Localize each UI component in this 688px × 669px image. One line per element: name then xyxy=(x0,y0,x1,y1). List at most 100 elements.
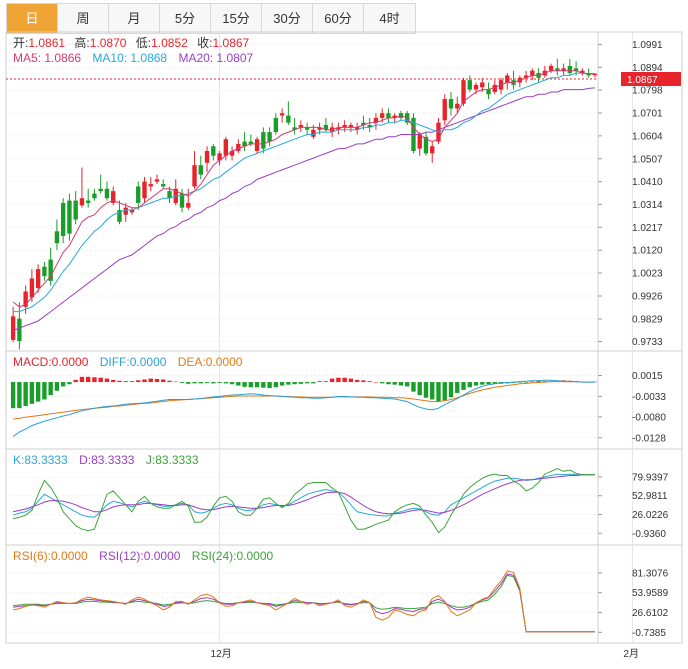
candle-body xyxy=(442,99,447,121)
ma20-value: 1.0807 xyxy=(216,51,253,65)
y-tick-label: -0.9360 xyxy=(632,529,666,540)
macd-bar xyxy=(286,382,291,385)
x-tick-label: 2月 xyxy=(623,648,639,660)
y-tick-label: 1.0604 xyxy=(632,131,663,142)
candle-body xyxy=(367,125,372,128)
tab-1[interactable]: 日 xyxy=(7,4,58,33)
macd-bar xyxy=(442,382,447,401)
d-line xyxy=(12,474,595,515)
candle-body xyxy=(117,210,122,222)
macd-bar xyxy=(111,379,116,383)
last-price-tag-text: 1.0867 xyxy=(627,75,658,86)
candle-body xyxy=(79,198,85,206)
dea-line xyxy=(13,381,595,420)
macd-bar xyxy=(186,382,191,384)
candle-body xyxy=(555,68,560,71)
candle-body xyxy=(373,117,379,123)
candle-body xyxy=(148,184,153,187)
y-tick-label: 1.0701 xyxy=(632,108,663,119)
macd-bar xyxy=(23,382,28,406)
macd-bar xyxy=(329,378,335,383)
macd-bar xyxy=(198,382,203,384)
macd-bar xyxy=(242,382,247,387)
candle-body xyxy=(186,202,191,208)
tab-4[interactable]: 5分 xyxy=(160,4,211,33)
candle-body xyxy=(492,84,497,92)
candle-body xyxy=(104,188,110,199)
candle-body xyxy=(154,179,160,182)
tab-7[interactable]: 60分 xyxy=(313,4,364,33)
y-tick-label: 0.9926 xyxy=(632,291,663,302)
low-value: 1.0852 xyxy=(151,36,188,50)
candle-body xyxy=(23,291,28,307)
macd-bar xyxy=(292,382,297,385)
macd-bar xyxy=(173,381,178,383)
dea-value: 0.0000 xyxy=(206,355,243,369)
candle-body xyxy=(17,318,22,342)
macd-bar xyxy=(430,382,435,400)
rsi24-value: 0.0000 xyxy=(236,549,273,563)
macd-bar xyxy=(436,382,441,402)
candle-body xyxy=(198,165,203,175)
candle-body xyxy=(92,193,97,199)
candle-body xyxy=(267,132,272,142)
macd-bar xyxy=(179,382,185,383)
candle-body xyxy=(35,269,41,288)
macd-bar xyxy=(167,380,172,383)
tab-2[interactable]: 周 xyxy=(58,4,109,33)
macd-bar xyxy=(236,382,241,386)
macd-bar xyxy=(192,382,197,384)
macd-bar xyxy=(530,381,535,383)
candle-body xyxy=(111,191,116,203)
y-tick-label: 79.9397 xyxy=(632,472,669,483)
candle-body xyxy=(211,146,216,156)
macd-bar xyxy=(323,381,329,383)
candle-body xyxy=(461,80,466,104)
candle-body xyxy=(73,200,78,220)
candle-body xyxy=(167,191,172,199)
y-tick-label: 26.6102 xyxy=(632,608,669,619)
last-price-tag xyxy=(621,72,681,86)
macd-bar xyxy=(448,382,454,398)
macd-bar xyxy=(17,382,22,409)
candle-body xyxy=(342,125,347,128)
x-tick-label: 12月 xyxy=(211,648,232,660)
macd-bar xyxy=(67,382,72,385)
macd-bar xyxy=(273,382,279,388)
candle-body xyxy=(217,153,222,161)
y-tick-label: 0.0015 xyxy=(632,371,663,382)
candle-body xyxy=(204,150,210,163)
y-tick-label: 1.0410 xyxy=(632,177,663,188)
candle-body xyxy=(573,68,579,71)
candle-body xyxy=(380,113,385,118)
y-tick-label: 1.0217 xyxy=(632,223,663,234)
k-value: 83.3333 xyxy=(24,453,68,467)
macd-bar xyxy=(254,382,260,388)
candle-body xyxy=(54,231,60,244)
y-tick-label: -0.7385 xyxy=(632,628,666,639)
tab-6[interactable]: 30分 xyxy=(262,4,313,33)
candle-body xyxy=(361,122,366,126)
macd-info-line: MACD:0.0000 DIFF:0.0000 DEA:0.0000 xyxy=(13,355,243,369)
candle-body xyxy=(530,70,535,76)
macd-bar xyxy=(10,382,16,409)
y-tick-label: 1.0120 xyxy=(632,246,663,257)
candle-body xyxy=(192,165,197,187)
tab-3[interactable]: 月 xyxy=(109,4,160,33)
j-value: 83.3333 xyxy=(155,453,199,467)
candle-body xyxy=(129,210,135,213)
tab-8[interactable]: 4时 xyxy=(379,11,400,26)
diff-line xyxy=(12,379,595,437)
macd-bar xyxy=(455,382,460,393)
candle-body xyxy=(304,127,310,130)
macd-bar xyxy=(473,382,479,386)
rsi6-line xyxy=(12,570,595,633)
macd-bar xyxy=(217,382,222,383)
macd-bar xyxy=(54,382,60,391)
macd-bar xyxy=(492,382,497,384)
macd-bar xyxy=(161,379,166,383)
panel-frame-4 xyxy=(5,544,683,644)
macd-bar xyxy=(411,382,416,392)
tab-5[interactable]: 15分 xyxy=(211,4,262,33)
